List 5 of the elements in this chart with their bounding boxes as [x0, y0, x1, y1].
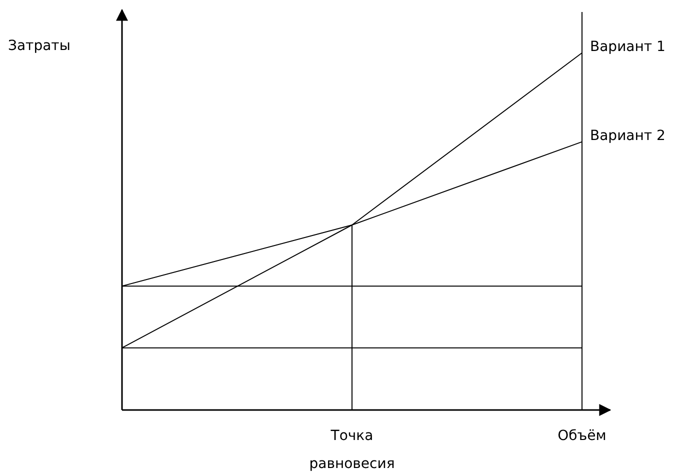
x-tick-label: Точка равновесия: [309, 428, 395, 472]
series-label: Вариант 1: [590, 38, 666, 55]
series-label: Вариант 2: [590, 128, 666, 144]
x-tick-label: Объём: [558, 428, 606, 444]
y-axis-title: Затраты: [8, 38, 70, 54]
